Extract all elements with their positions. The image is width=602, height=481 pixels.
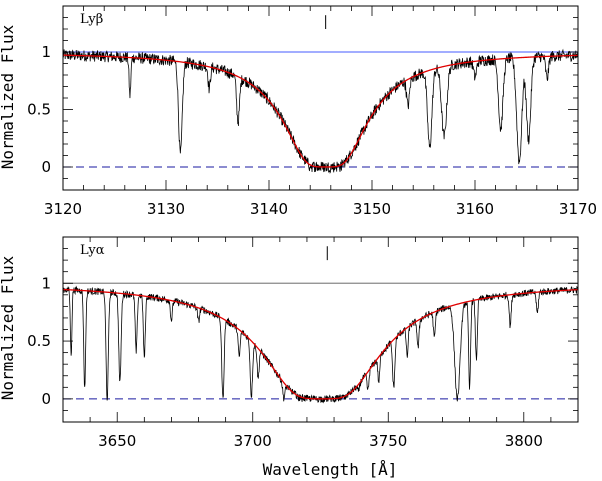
- x-tick-label: 3140: [250, 200, 288, 218]
- observed-flux-series: [63, 48, 578, 174]
- lyman-alpha-annotation: Lyα: [80, 243, 105, 258]
- plot-frame: [62, 5, 579, 191]
- y-axis-label-bottom: Normalized Flux: [0, 255, 17, 400]
- x-tick-label: 3700: [234, 432, 272, 450]
- x-tick-label: 3120: [44, 200, 82, 218]
- x-tick-label: 3130: [147, 200, 185, 218]
- x-tick-label: 3800: [505, 432, 543, 450]
- y-tick-label: 1: [41, 274, 51, 292]
- x-tick-label: 3750: [369, 432, 407, 450]
- voigt-model-line: [63, 288, 578, 400]
- x-tick-label: 3170: [559, 200, 597, 218]
- lyman-alpha-panel: Lyα 3650 3700 3750 3800 0 0.5 1: [27, 236, 579, 450]
- lyman-beta-annotation: Lyβ: [80, 12, 103, 27]
- plot-frame: [62, 236, 579, 423]
- y-tick-label: 0: [41, 390, 51, 408]
- x-tick-label: 3650: [98, 432, 136, 450]
- voigt-model-line: [63, 54, 578, 168]
- x-tick-label: 3150: [353, 200, 391, 218]
- x-axis-label: Wavelength [Å]: [263, 460, 398, 479]
- y-tick-label: 0.5: [27, 332, 51, 350]
- x-tick-label: 3160: [456, 200, 494, 218]
- observed-flux-series: [63, 285, 578, 404]
- y-axis-label-top: Normalized Flux: [0, 24, 17, 169]
- lyman-beta-panel: Lyβ 3120 3130 3140 3150 3160 3170 0 0.5 1: [27, 5, 597, 218]
- y-tick-label: 0: [41, 158, 51, 176]
- y-tick-label: 1: [41, 43, 51, 61]
- y-tick-label: 0.5: [27, 101, 51, 119]
